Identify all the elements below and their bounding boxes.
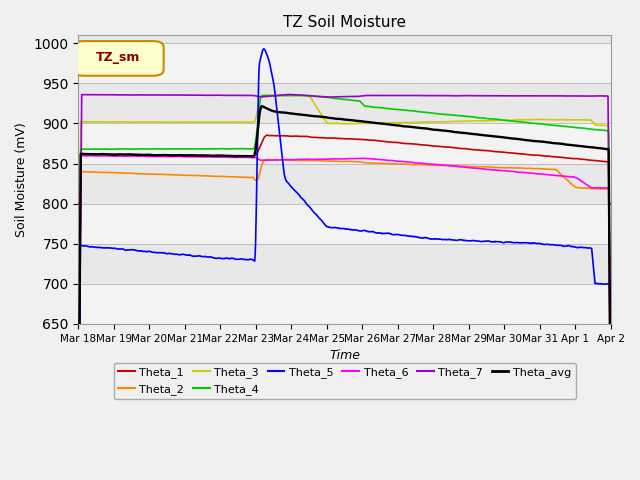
Bar xyxy=(79,204,611,244)
Bar xyxy=(79,43,611,84)
Bar xyxy=(79,123,611,164)
X-axis label: Time: Time xyxy=(329,349,360,362)
Bar xyxy=(79,284,611,324)
Bar xyxy=(79,164,611,204)
Bar xyxy=(79,244,611,284)
Title: TZ Soil Moisture: TZ Soil Moisture xyxy=(284,15,406,30)
Legend: Theta_1, Theta_2, Theta_3, Theta_4, Theta_5, Theta_6, Theta_7, Theta_avg: Theta_1, Theta_2, Theta_3, Theta_4, Thet… xyxy=(114,363,575,399)
Y-axis label: Soil Moisture (mV): Soil Moisture (mV) xyxy=(15,122,28,237)
FancyBboxPatch shape xyxy=(73,41,164,76)
Text: TZ_sm: TZ_sm xyxy=(96,51,141,64)
Bar xyxy=(79,84,611,123)
